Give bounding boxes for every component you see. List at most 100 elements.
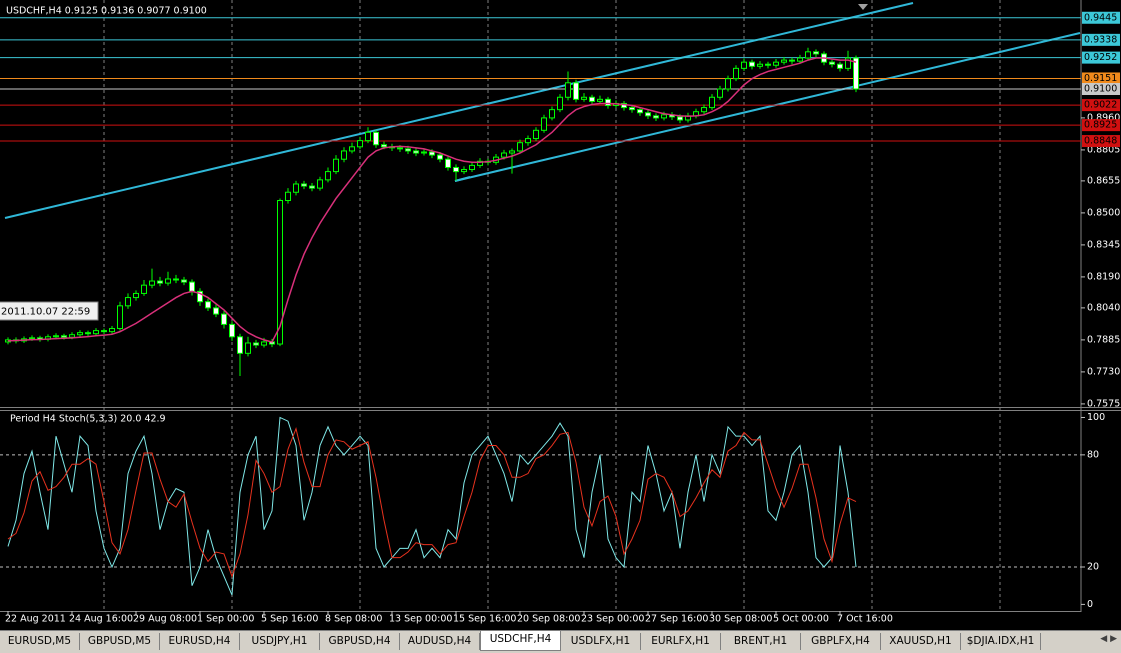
candle-body xyxy=(261,341,267,346)
candle-body xyxy=(477,160,483,166)
candle-body xyxy=(813,51,819,55)
x-tick-label: 23 Sep 00:00 xyxy=(581,614,644,625)
level-label: 0.9151 xyxy=(1084,73,1117,84)
candle-body xyxy=(77,332,83,336)
y-tick-label: 0.8655 xyxy=(1087,175,1120,186)
level-label-box xyxy=(1082,51,1120,64)
candle-body xyxy=(725,78,731,90)
candle-body xyxy=(661,114,667,119)
level-label-box xyxy=(1082,119,1120,132)
tab[interactable]: AUDUSD,H4 xyxy=(400,633,480,650)
candle-body xyxy=(301,183,307,187)
level-label: 0.9100 xyxy=(1084,83,1117,94)
level-label: 0.8848 xyxy=(1084,136,1117,147)
candle-body xyxy=(133,292,139,299)
candle-body xyxy=(293,183,299,193)
candle-body xyxy=(797,57,803,62)
candle-body xyxy=(677,116,683,121)
tab[interactable]: GBPLFX,H4 xyxy=(801,633,881,650)
candle-body xyxy=(349,146,355,152)
tab[interactable]: GBPUSD,H4 xyxy=(320,633,400,650)
level-label: 0.8925 xyxy=(1084,120,1117,131)
tab[interactable]: USDCHF,H4 xyxy=(480,631,561,651)
x-tick-label: 27 Sep 16:00 xyxy=(645,614,708,625)
candle-body xyxy=(469,164,475,171)
candle-body xyxy=(765,63,771,66)
candle-body xyxy=(365,131,371,142)
candle-body xyxy=(93,330,99,335)
candle-body xyxy=(141,284,147,294)
chart: 0.7575 0.7730 0.7885 0.8040 0.8190 0.8345 0.85… xyxy=(0,0,1121,625)
candle-body xyxy=(437,154,443,160)
tab-scroll[interactable]: ◀ ▶ xyxy=(1100,634,1117,644)
candle-body xyxy=(461,169,467,173)
candle-body xyxy=(333,158,339,173)
x-tick-label: 22 Aug 2011 xyxy=(5,614,66,625)
candle-body xyxy=(109,328,115,333)
y-tick-label: 100 xyxy=(1087,412,1105,423)
level-label: 0.9445 xyxy=(1084,12,1117,23)
candle-body xyxy=(453,166,459,173)
tab[interactable]: EURUSD,M5 xyxy=(0,633,80,650)
candle-body xyxy=(101,330,107,333)
tab[interactable]: USDLFX,H1 xyxy=(561,633,641,650)
y-tick-label: 0.8805 xyxy=(1087,144,1120,155)
candle-body xyxy=(701,107,707,113)
candle-body xyxy=(157,280,163,284)
candle-body xyxy=(653,115,659,119)
candle-body xyxy=(85,332,91,335)
x-tick-label: 7 Oct 16:00 xyxy=(837,614,893,625)
chart-shift-marker xyxy=(858,4,868,10)
y-tick-label: 0.8500 xyxy=(1087,207,1120,218)
tab[interactable]: BRENT,H1 xyxy=(721,633,801,650)
tab[interactable]: XAUUSD,H1 xyxy=(881,633,961,650)
candle-body xyxy=(325,171,331,181)
candle-body xyxy=(853,57,859,90)
candle-body xyxy=(565,82,571,98)
candle-body xyxy=(405,148,411,152)
candle-body xyxy=(773,61,779,66)
candle-body xyxy=(845,57,851,69)
y-tick-label: 0.7730 xyxy=(1087,366,1120,377)
x-tick-label: 24 Aug 16:00 xyxy=(69,614,133,625)
stochastic-line xyxy=(7,427,857,578)
candle-body xyxy=(637,109,643,114)
candle-body xyxy=(277,200,283,345)
tab[interactable]: $DJIA.IDX,H1 xyxy=(961,633,1041,650)
candle-body xyxy=(173,278,179,281)
candle-body xyxy=(309,185,315,189)
x-tick-label: 29 Aug 08:00 xyxy=(133,614,197,625)
candle-body xyxy=(397,147,403,150)
candle-body xyxy=(373,131,379,146)
candle-body xyxy=(597,98,603,102)
x-tick-label: 20 Sep 08:00 xyxy=(517,614,580,625)
tooltip-text: 2011.10.07 22:59 xyxy=(1,307,90,318)
candle-body xyxy=(317,179,323,189)
tab[interactable]: EURUSD,H4 xyxy=(160,633,240,650)
candle-body xyxy=(629,107,635,111)
level-label-box xyxy=(1082,11,1120,24)
candle-body xyxy=(29,337,35,340)
candle-body xyxy=(589,96,595,102)
candle-body xyxy=(789,59,795,62)
tab[interactable]: USDJPY,H1 xyxy=(240,633,320,650)
x-tick-label: 13 Sep 00:00 xyxy=(389,614,452,625)
tab[interactable]: GBPUSD,M5 xyxy=(80,633,160,650)
candle-body xyxy=(733,67,739,80)
candle-body xyxy=(149,280,155,286)
candle-body xyxy=(341,150,347,160)
candle-body xyxy=(253,342,259,346)
tab[interactable]: EURLFX,H1 xyxy=(641,633,721,650)
candle-body xyxy=(581,96,587,100)
candle-body xyxy=(533,129,539,140)
candle-body xyxy=(61,335,67,338)
level-label: 0.9338 xyxy=(1084,34,1117,45)
candle-body xyxy=(717,88,723,98)
candle-body xyxy=(229,323,235,338)
candle-body xyxy=(237,336,243,354)
candle-body xyxy=(541,117,547,131)
candle-body xyxy=(245,342,251,354)
candle-body xyxy=(829,61,835,65)
x-tick-label: 30 Sep 08:00 xyxy=(709,614,772,625)
candle-body xyxy=(181,279,187,283)
